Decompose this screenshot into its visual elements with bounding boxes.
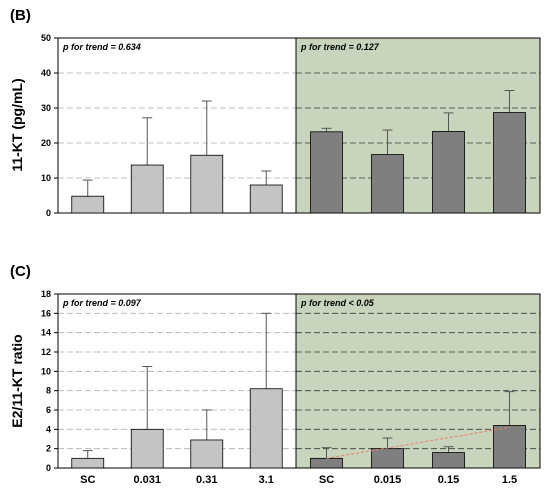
bar <box>310 131 343 214</box>
bar <box>371 154 404 214</box>
trend-annotation: p for trend = 0.127 <box>300 42 380 52</box>
y-tick-label: 20 <box>41 138 51 148</box>
chart-panel-2: (C) 0 2 4 6 8 10 12 14 16 18 E2/11-KT ratio p for tr… <box>9 263 541 486</box>
bar <box>190 154 224 214</box>
trend-annotation: p for trend = 0.097 <box>62 298 142 308</box>
panel-label: (B) <box>10 7 31 24</box>
category-label: 0.015 <box>374 474 402 486</box>
y-tick-label: 30 <box>41 103 51 113</box>
bar <box>493 112 526 214</box>
category-label: 1.5 <box>502 474 517 486</box>
y-tick-label: 40 <box>41 68 51 78</box>
bar <box>190 439 224 469</box>
chart-panel-1: (B) 0 10 20 30 40 50 11-KT (pg/mL) p for trend =… <box>9 7 541 218</box>
bar <box>130 428 164 469</box>
bar <box>249 184 283 214</box>
y-tick-label: 0 <box>46 208 51 218</box>
bar <box>493 425 526 469</box>
category-label: 3.1 <box>259 474 274 486</box>
y-axis-title: 11-KT (pg/mL) <box>9 78 25 171</box>
bar <box>432 131 465 214</box>
y-tick-label: 4 <box>46 424 51 434</box>
bar <box>310 457 343 469</box>
category-label: 0.31 <box>196 474 217 486</box>
plot-frame <box>57 293 541 469</box>
y-tick-label: 6 <box>46 405 51 415</box>
y-tick-label: 50 <box>41 33 51 43</box>
y-tick-label: 2 <box>46 444 51 454</box>
panel-label: (C) <box>10 263 31 280</box>
y-tick-label: 10 <box>41 173 51 183</box>
bar <box>71 195 105 214</box>
y-tick-label: 10 <box>41 366 51 376</box>
trend-annotation: p for trend < 0.05 <box>300 298 375 308</box>
category-label: SC <box>80 474 95 486</box>
y-tick-label: 12 <box>41 347 51 357</box>
bar <box>249 388 283 469</box>
group-background <box>58 38 296 213</box>
y-tick-label: 16 <box>41 308 51 318</box>
y-tick-label: 14 <box>41 328 51 338</box>
plot-frame <box>57 37 541 214</box>
y-axis-title: E2/11-KT ratio <box>9 334 25 427</box>
bar <box>371 448 404 469</box>
bar <box>432 452 465 469</box>
category-label: SC <box>319 474 334 486</box>
category-label: 0.031 <box>133 474 161 486</box>
bar <box>130 164 164 214</box>
trend-line <box>326 426 510 459</box>
y-tick-label: 18 <box>41 289 51 299</box>
y-tick-label: 0 <box>46 463 51 473</box>
y-tick-label: 8 <box>46 386 51 396</box>
trend-annotation: p for trend = 0.634 <box>62 42 141 52</box>
category-label: 0.15 <box>438 474 459 486</box>
bar <box>71 457 105 469</box>
